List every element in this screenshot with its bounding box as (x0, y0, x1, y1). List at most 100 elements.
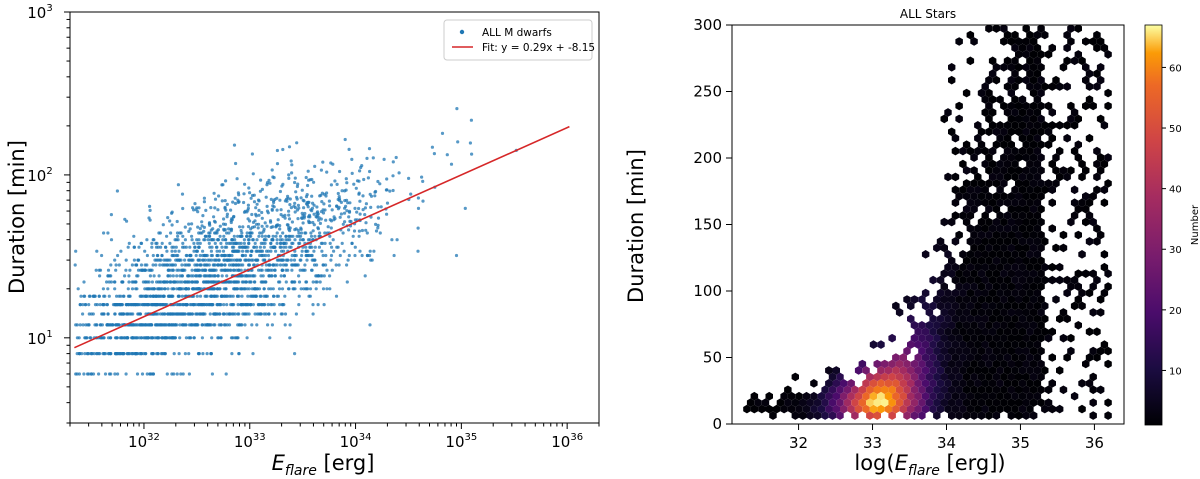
hexbin-cell (1011, 211, 1019, 220)
scatter-point (199, 287, 203, 291)
scatter-point (282, 249, 286, 253)
hexbin-cell (1022, 411, 1030, 420)
scatter-point (306, 287, 310, 291)
scatter-point (264, 280, 268, 284)
hexbin-cell (892, 379, 900, 388)
scatter-point (139, 323, 143, 327)
hexbin-cell (1007, 140, 1015, 149)
hexbin-cell (1007, 243, 1015, 253)
hexbin-cell (1029, 359, 1038, 369)
hexbin-cell (1089, 37, 1097, 46)
hexbin-cell (977, 282, 986, 291)
hexbin-cell (1026, 262, 1034, 272)
hexbin-cell (1029, 75, 1038, 85)
hexbin-cell (959, 366, 967, 375)
scatter-point (307, 253, 312, 258)
scatter-point (192, 249, 196, 253)
scatter-point (311, 303, 315, 307)
x-tick-label: 1033 (234, 432, 266, 451)
scatter-point (178, 336, 182, 340)
hexbin-cell (1078, 159, 1086, 169)
scatter-point (116, 253, 120, 258)
hexbin-cell (780, 404, 788, 414)
hexbin-cell (1007, 411, 1015, 420)
hexbin-cell (907, 301, 915, 311)
hexbin-cell (988, 275, 997, 285)
hexbin-cell (1085, 353, 1094, 362)
scatter-point (290, 163, 294, 167)
hexbin-cell (1074, 50, 1082, 59)
scatter-point (248, 294, 253, 298)
scatter-point (92, 352, 96, 356)
scatter-point (83, 352, 87, 356)
scatter-point (179, 258, 183, 262)
scatter-point (260, 224, 264, 228)
scatter-point (221, 183, 225, 187)
scatter-point (191, 287, 195, 291)
scatter-point (183, 280, 187, 284)
hexbin-cell (1015, 153, 1023, 162)
scatter-point (109, 274, 113, 278)
y-tick-label: 102 (27, 166, 52, 185)
scatter-point (165, 258, 169, 262)
scatter-point (247, 280, 251, 284)
scatter-point (392, 253, 396, 258)
scatter-point (215, 287, 219, 291)
scatter-point (164, 280, 168, 284)
hexbin-cell (1003, 159, 1012, 169)
scatter-point (172, 372, 176, 376)
scatter-point (168, 219, 172, 223)
scatter-point (416, 249, 420, 253)
scatter-point (297, 280, 302, 284)
scatter-point (132, 258, 136, 262)
scatter-point (197, 206, 201, 210)
hexbin-cell (825, 404, 833, 414)
hexbin-cell (877, 404, 885, 414)
scatter-point (336, 207, 340, 211)
scatter-point (208, 258, 212, 262)
hexbin-cell (1015, 346, 1023, 356)
hexbin-cell (1015, 256, 1023, 266)
scatter-point (344, 177, 348, 181)
scatter-point (348, 201, 352, 205)
hexbin-cell (951, 340, 960, 349)
hexbin-cell (821, 411, 829, 420)
hexbin-cell (1033, 379, 1042, 388)
scatter-point (280, 238, 284, 242)
scatter-point (235, 287, 239, 291)
hexbin-cell (1022, 50, 1030, 59)
colorbar-tick-label: 50 (1169, 124, 1182, 135)
hexbin-cell (933, 385, 941, 395)
scatter-point (361, 208, 365, 212)
hexbin-cell (840, 391, 848, 401)
scatter-point (163, 287, 167, 291)
scatter-point (305, 193, 309, 197)
scatter-point (218, 224, 222, 228)
scatter-point (294, 263, 298, 267)
scatter-point (262, 294, 266, 298)
scatter-point (146, 303, 150, 307)
scatter-point (127, 280, 131, 284)
hexbin-cell (1018, 340, 1027, 349)
scatter-point (220, 253, 224, 258)
hexbin-cell (854, 366, 863, 375)
hexbin-cell (1037, 372, 1045, 382)
hexbin-cell (948, 411, 956, 420)
scatter-point (251, 303, 255, 307)
scatter-point (295, 197, 299, 201)
scatter-point (421, 179, 425, 183)
hexbin-cell (914, 391, 922, 401)
scatter-point (300, 253, 304, 258)
hexbin-cell (966, 327, 975, 336)
scatter-point (333, 179, 337, 183)
scatter-point (173, 263, 177, 267)
hexbin-cell (940, 398, 948, 407)
scatter-point (210, 336, 214, 340)
hexbin-cell (977, 321, 986, 330)
hexbin-cell (1048, 43, 1056, 53)
scatter-point (225, 312, 229, 316)
hexbin-cell (962, 385, 971, 395)
hexbin-cell (884, 379, 893, 388)
hexbin-cell (955, 372, 963, 382)
scatter-point (164, 245, 168, 249)
